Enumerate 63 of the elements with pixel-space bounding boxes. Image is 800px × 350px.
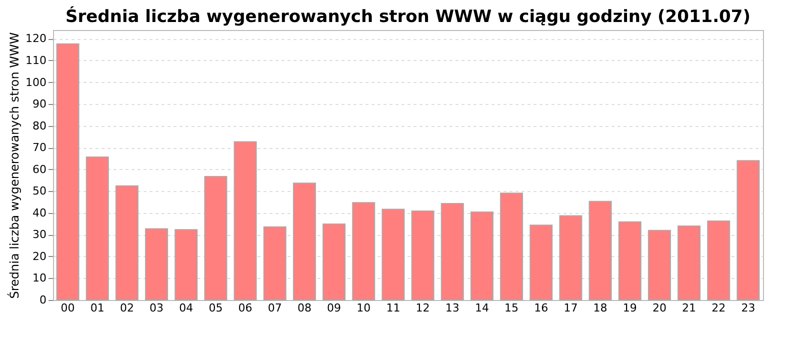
x-tick-label: 06 [238, 302, 252, 314]
y-tick-label: 30 [32, 228, 46, 242]
bar [707, 220, 730, 300]
x-tick-label: 14 [474, 302, 489, 314]
y-tick-label: 60 [32, 162, 46, 176]
y-tick-label: 80 [32, 119, 46, 132]
bar [678, 225, 701, 300]
bar [86, 156, 109, 300]
bar [382, 208, 405, 300]
bar [352, 202, 376, 300]
y-tick-label: 100 [26, 76, 46, 89]
bar [145, 228, 168, 300]
y-tick-label: 110 [26, 54, 46, 67]
bar [292, 182, 316, 300]
x-tick-label: 11 [386, 302, 400, 314]
bar [440, 203, 464, 300]
bar [588, 200, 612, 300]
bar [204, 176, 228, 300]
y-tick-label: 0 [40, 294, 46, 306]
x-tick-label: 09 [327, 302, 342, 314]
bar [500, 192, 524, 300]
x-tick-label: 15 [504, 302, 519, 314]
bar [263, 226, 286, 300]
x-tick-label: 19 [622, 302, 637, 314]
x-tick-label: 04 [179, 302, 194, 314]
y-tick-label: 10 [32, 272, 46, 285]
bar [618, 221, 642, 300]
x-tick-label: 00 [60, 302, 75, 314]
x-tick-label: 01 [90, 302, 104, 314]
y-tick-label: 40 [32, 206, 46, 220]
x-tick-label: 10 [356, 302, 371, 314]
y-tick-label: 50 [32, 184, 46, 198]
y-axis-title: Średnia liczba wygenerowanych stron WWW [6, 32, 22, 299]
x-tick-label: 21 [682, 302, 696, 314]
x-tick-label: 02 [120, 302, 134, 314]
x-tick-label: 17 [564, 302, 578, 314]
x-tick-label: 16 [534, 302, 548, 314]
x-tick-label: 18 [593, 302, 608, 314]
bar [115, 185, 138, 300]
x-tick-label: 23 [741, 302, 756, 314]
x-tick-label: 08 [297, 302, 312, 314]
x-tick-label: 03 [150, 302, 164, 314]
bar [470, 212, 494, 300]
x-tick-label: 12 [416, 302, 430, 314]
bar [559, 215, 582, 300]
bar [322, 224, 346, 300]
x-tick-label: 07 [268, 302, 282, 314]
bar [174, 229, 198, 300]
bar [234, 141, 257, 300]
y-tick-label: 120 [26, 32, 46, 46]
bar [530, 224, 553, 300]
chart-title: Średnia liczba wygenerowanych stron WWW w ciągu godziny (2011.07) [66, 6, 750, 27]
y-tick-label: 90 [32, 98, 46, 111]
bar [648, 230, 671, 300]
y-tick-label: 70 [32, 141, 46, 154]
x-tick-label: 20 [652, 302, 666, 314]
bar [411, 210, 434, 300]
y-tick-label: 20 [32, 250, 46, 263]
x-tick-label: 22 [712, 302, 726, 314]
bar [56, 43, 80, 300]
bar [736, 160, 760, 300]
x-tick-label: 05 [208, 302, 223, 314]
x-tick-label: 13 [445, 302, 460, 314]
